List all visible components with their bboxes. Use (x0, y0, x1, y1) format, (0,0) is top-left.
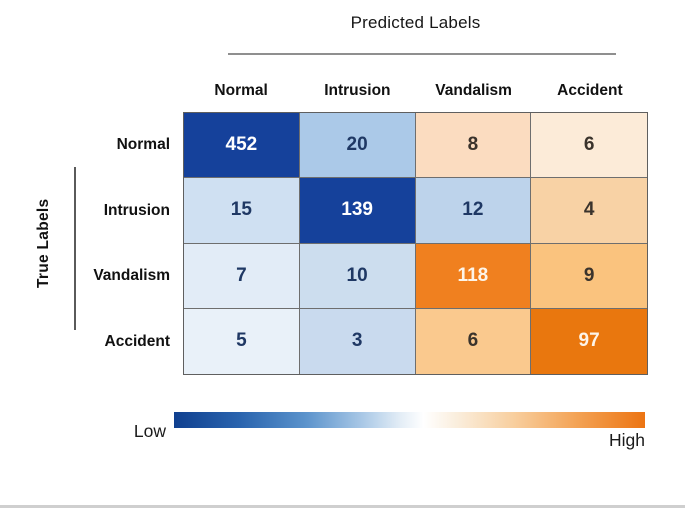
x-axis-title: Predicted Labels (350, 13, 481, 32)
cell-vandalism-intrusion: 10 (299, 243, 416, 309)
cell-normal-normal: 452 (184, 113, 300, 179)
colorbar-gradient (174, 412, 645, 428)
cell-normal-intrusion: 20 (299, 113, 416, 179)
cell-vandalism-normal: 7 (184, 243, 300, 309)
cell-accident-vandalism: 6 (415, 308, 532, 374)
col-header-intrusion: Intrusion (324, 82, 391, 99)
row-header-normal: Normal (116, 135, 170, 153)
x-axis-rule (228, 53, 616, 55)
row-header-accident: Accident (104, 333, 170, 351)
predicted-label-headers: Normal Intrusion Vandalism Accident (183, 79, 648, 103)
cell-normal-accident: 6 (531, 113, 647, 179)
cell-intrusion-vandalism: 12 (415, 178, 532, 244)
row-header-intrusion: Intrusion (103, 201, 170, 219)
col-header-normal: Normal (214, 82, 268, 99)
row-header-vandalism: Vandalism (93, 267, 170, 285)
heatmap-grid: 452 20 8 6 15 139 12 4 7 10 118 9 5 3 6 97 (183, 112, 648, 375)
y-axis-title: True Labels (35, 198, 52, 289)
col-header-accident: Accident (557, 82, 623, 99)
col-header-vandalism: Vandalism (435, 82, 512, 99)
cell-accident-normal: 5 (184, 308, 300, 374)
true-label-headers: Normal Intrusion Vandalism Accident (80, 112, 176, 375)
cell-intrusion-normal: 15 (184, 178, 300, 244)
cell-vandalism-accident: 9 (531, 243, 647, 309)
cell-accident-intrusion: 3 (299, 308, 416, 374)
cell-intrusion-intrusion: 139 (299, 178, 416, 244)
cell-intrusion-accident: 4 (531, 178, 647, 244)
cell-normal-vandalism: 8 (415, 113, 532, 179)
bottom-divider (0, 505, 685, 508)
y-axis-rule (74, 167, 76, 330)
colorbar-low-label: Low (133, 421, 166, 441)
cell-accident-accident: 97 (531, 308, 647, 374)
cell-vandalism-vandalism: 118 (415, 243, 532, 309)
colorbar-high-label: High (609, 430, 645, 450)
